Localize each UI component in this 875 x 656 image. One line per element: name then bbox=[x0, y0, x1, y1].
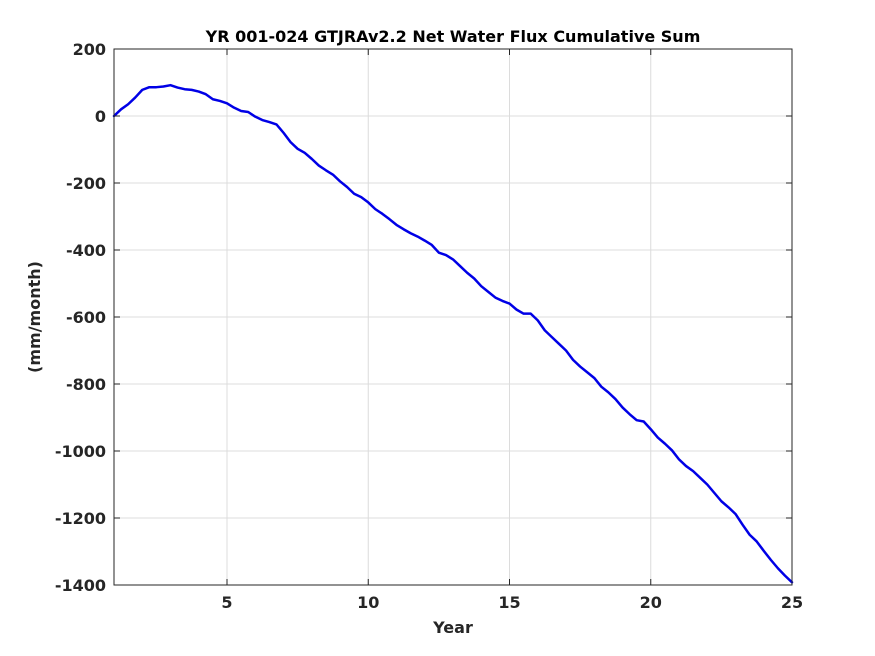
y-tick-label: -600 bbox=[66, 308, 106, 327]
x-tick-label: 15 bbox=[498, 593, 520, 612]
y-tick-label: -400 bbox=[66, 241, 106, 260]
tick-marks bbox=[114, 48, 793, 586]
series-layer bbox=[112, 83, 794, 584]
y-tick-label: -1400 bbox=[55, 576, 106, 595]
y-axis-label: (mm/month) bbox=[25, 261, 44, 373]
x-tick-label: 20 bbox=[640, 593, 662, 612]
series-line-0 bbox=[112, 83, 794, 584]
y-tick-label: -800 bbox=[66, 375, 106, 394]
x-axis-label: Year bbox=[432, 618, 473, 637]
y-tick-label: -200 bbox=[66, 174, 106, 193]
x-tick-labels: 5 10 15 20 25 bbox=[221, 593, 803, 612]
x-tick-label: 25 bbox=[781, 593, 803, 612]
y-tick-label: 0 bbox=[95, 107, 106, 126]
x-tick-label: 10 bbox=[357, 593, 379, 612]
y-tick-label: 200 bbox=[73, 40, 106, 59]
x-tick-label: 5 bbox=[221, 593, 232, 612]
y-tick-label: -1200 bbox=[55, 509, 106, 528]
y-tick-label: -1000 bbox=[55, 442, 106, 461]
y-tick-labels: 200 0 -200 -400 -600 -800 -1000 -1200 -1400 bbox=[55, 40, 106, 595]
chart-title: YR 001-024 GTJRAv2.2 Net Water Flux Cumu… bbox=[205, 27, 701, 46]
